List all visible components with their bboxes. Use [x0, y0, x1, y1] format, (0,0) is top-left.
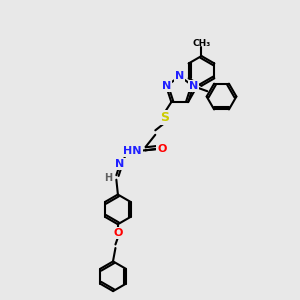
- Text: HN: HN: [123, 146, 142, 156]
- Text: CH₃: CH₃: [192, 39, 211, 48]
- Text: N: N: [175, 71, 184, 81]
- Text: O: O: [158, 144, 167, 154]
- Text: N: N: [161, 81, 171, 91]
- Text: S: S: [160, 111, 169, 124]
- Text: O: O: [113, 228, 122, 238]
- Text: N: N: [189, 81, 198, 91]
- Text: H: H: [104, 173, 112, 183]
- Text: N: N: [115, 159, 124, 169]
